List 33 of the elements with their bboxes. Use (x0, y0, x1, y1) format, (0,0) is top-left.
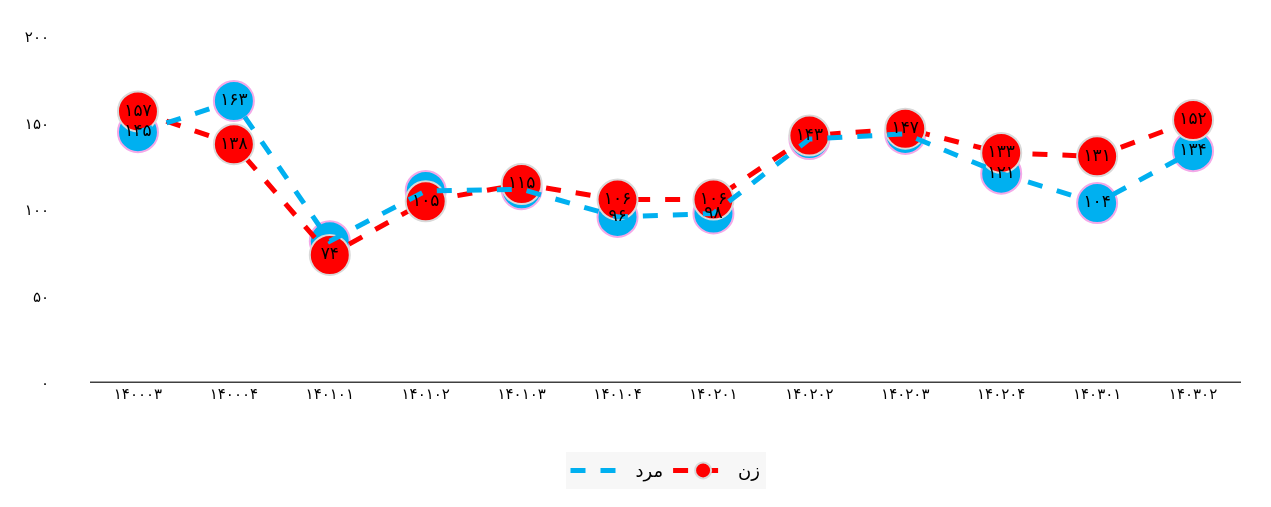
x-tick-label: ۱۴۰۱۰۲ (401, 385, 450, 403)
y-tick-label: ۱۰۰ (24, 201, 49, 220)
x-tick-label: ۱۴۰۱۰۳ (497, 385, 546, 403)
data-label: ۱۴۷ (891, 116, 919, 137)
x-tick-label: ۱۴۰۲۰۴ (977, 385, 1026, 403)
y-tick-label: ۰ (40, 374, 49, 393)
data-label: ۱۵۲ (1179, 108, 1207, 129)
x-tick-label: ۱۴۰۲۰۲ (785, 385, 834, 403)
x-tick-label: ۱۴۰۳۰۱ (1072, 385, 1122, 403)
x-tick-label: ۱۴۰۱۰۱ (305, 385, 354, 403)
legend-label: زن (738, 460, 761, 482)
data-label: ۱۳۸ (220, 132, 248, 153)
data-label: ۱۰۶ (603, 187, 632, 208)
data-label: ۹۶ (608, 205, 627, 226)
x-tick-label: ۱۴۰۱۰۴ (593, 385, 642, 403)
data-label: ۱۳۳ (987, 141, 1015, 162)
x-tick-label: ۱۴۰۰۰۴ (209, 385, 259, 403)
x-tick-label: ۱۴۰۰۰۳ (113, 385, 163, 403)
x-tick-label: ۱۴۰۳۰۲ (1168, 385, 1218, 403)
data-label: ۱۰۵ (412, 189, 440, 210)
y-tick-label: ۱۵۰ (24, 114, 49, 133)
x-tick-label: ۱۴۰۲۰۳ (881, 385, 930, 403)
legend-label: مرد (635, 460, 664, 483)
data-label: ۱۰۴ (1083, 191, 1111, 212)
x-tick-label: ۱۴۰۲۰۱ (689, 385, 738, 403)
data-label: ۱۳۱ (1083, 144, 1111, 165)
data-label: ۱۱۵ (507, 172, 536, 193)
data-label: ۷۴ (320, 243, 339, 264)
y-tick-label: ۵۰ (32, 287, 49, 306)
data-label: ۱۵۷ (124, 99, 152, 120)
data-label: ۱۳۴ (1179, 139, 1207, 160)
y-tick-label: ۲۰۰ (24, 28, 49, 47)
data-label: ۱۶۳ (220, 89, 248, 110)
